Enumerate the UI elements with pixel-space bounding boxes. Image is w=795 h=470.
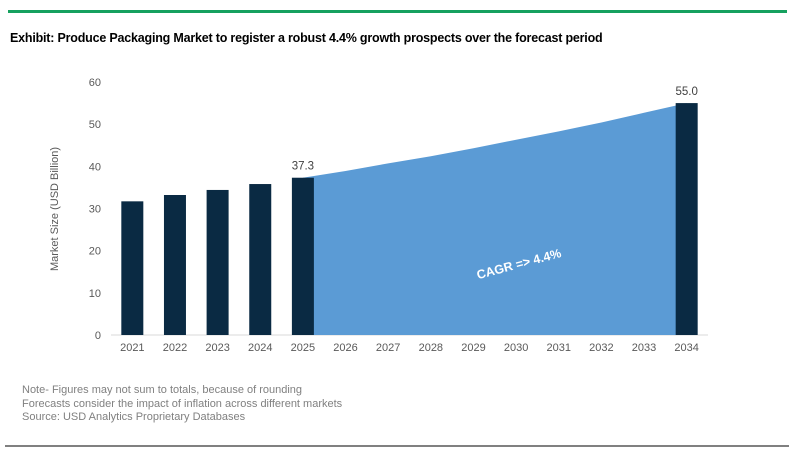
- y-tick-30: 30: [89, 204, 101, 216]
- y-tick-50: 50: [89, 119, 101, 131]
- bar-2021: [121, 201, 144, 335]
- y-tick-10: 10: [89, 288, 101, 300]
- data-label-2034: 55.0: [675, 86, 697, 98]
- note-inflation: Forecasts consider the impact of inflati…: [22, 397, 343, 410]
- x-tick-2034: 2034: [674, 342, 698, 354]
- bar-2023: [206, 189, 229, 335]
- x-tick-2022: 2022: [163, 342, 187, 354]
- note-rounding: Note- Figures may not sum to totals, bec…: [22, 384, 303, 396]
- x-tick-2024: 2024: [248, 342, 272, 354]
- bar-2034: [675, 103, 698, 335]
- x-tick-2025: 2025: [291, 342, 315, 354]
- forecast-area: [302, 103, 687, 335]
- note-source: Source: USD Analytics Proprietary Databa…: [22, 411, 246, 423]
- y-tick-40: 40: [89, 161, 101, 173]
- bar-2025: [291, 177, 314, 335]
- x-tick-2027: 2027: [376, 342, 400, 354]
- y-tick-0: 0: [95, 330, 101, 342]
- x-tick-2033: 2033: [632, 342, 656, 354]
- x-tick-2032: 2032: [589, 342, 613, 354]
- x-tick-2021: 2021: [120, 342, 144, 354]
- y-tick-60: 60: [89, 77, 101, 89]
- data-label-2025: 37.3: [292, 161, 314, 173]
- x-tick-2028: 2028: [419, 342, 443, 354]
- top-rule: [8, 10, 787, 13]
- chart-notes: Note- Figures may not sum to totals, bec…: [22, 384, 342, 425]
- x-tick-2029: 2029: [461, 342, 485, 354]
- x-tick-2031: 2031: [547, 342, 571, 354]
- x-tick-2030: 2030: [504, 342, 528, 354]
- bar-2022: [163, 195, 186, 335]
- bar-2024: [249, 184, 272, 335]
- x-tick-2026: 2026: [333, 342, 357, 354]
- page-title: Exhibit: Produce Packaging Market to reg…: [10, 31, 603, 45]
- y-axis-title: Market Size (USD Billion): [49, 147, 61, 271]
- x-tick-2023: 2023: [205, 342, 229, 354]
- bottom-rule: [5, 445, 789, 447]
- y-tick-20: 20: [89, 246, 101, 258]
